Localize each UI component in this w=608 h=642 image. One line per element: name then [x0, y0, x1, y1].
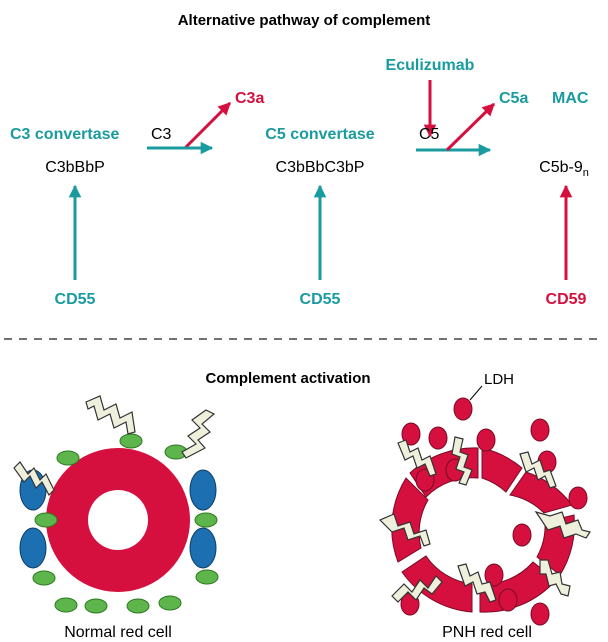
- mac-complex-subscript: n: [583, 167, 589, 179]
- blocked-mac-complex: [85, 395, 136, 435]
- diagram-title: Alternative pathway of complement: [178, 12, 431, 29]
- mac-complex-pore: [457, 563, 497, 603]
- ldh-droplet: [568, 486, 588, 510]
- cd59-receptor: [195, 569, 219, 585]
- c3-input-label: C3: [151, 126, 172, 143]
- ldh-droplet: [428, 426, 448, 450]
- ldh-droplet: [530, 602, 550, 626]
- cd59-receptor: [32, 570, 56, 586]
- c5-input-label: C5: [419, 126, 440, 143]
- mac-complex: C5b-9n: [539, 159, 589, 179]
- mac-complex-pore: [451, 436, 473, 486]
- normal-cell-center: [88, 490, 148, 550]
- ldh-droplet: [476, 428, 496, 452]
- normal-cell-caption: Normal red cell: [64, 624, 172, 641]
- cd59-label: CD59: [546, 291, 587, 308]
- c3a-label: C3a: [235, 90, 264, 107]
- c3-convertase-label: C3 convertase: [10, 126, 119, 143]
- cd59-receptor: [54, 597, 78, 613]
- c5-convertase-label: C5 convertase: [265, 126, 374, 143]
- cd55-receptor: [19, 527, 47, 569]
- cd59-receptor: [56, 450, 80, 466]
- ldh-droplet: [453, 397, 473, 421]
- cd55-receptor: [189, 527, 217, 569]
- c5a-arrow: [445, 102, 496, 152]
- pnh-red-cell: LDH: [378, 371, 591, 626]
- cd55-label-2: CD55: [300, 291, 341, 308]
- activation-title: Complement activation: [205, 370, 370, 387]
- blocked-mac-complex: [181, 409, 216, 459]
- mac-complex-text: C5b-9: [539, 159, 583, 176]
- cd55-receptor: [189, 469, 217, 511]
- blocked-mac-complex: [13, 461, 55, 496]
- cd59-receptor: [84, 598, 108, 614]
- cd59-receptor: [119, 433, 143, 449]
- ldh-label: LDH: [484, 371, 514, 388]
- ldh-droplet: [484, 563, 504, 587]
- ldh-droplet: [401, 422, 421, 446]
- c3a-arrow: [183, 101, 232, 150]
- mac-complex-pore: [539, 559, 571, 597]
- ldh-droplet: [512, 523, 532, 547]
- cd59-receptor: [158, 595, 182, 611]
- ldh-leader-line: [469, 385, 483, 401]
- mac-complex-pore: [378, 513, 431, 547]
- mac-label: MAC: [552, 90, 589, 107]
- cd59-receptor: [126, 598, 150, 614]
- eculizumab-label: Eculizumab: [386, 57, 475, 74]
- pnh-cell-caption: PNH red cell: [442, 624, 532, 641]
- cd59-receptor: [194, 512, 218, 528]
- ldh-droplet: [530, 418, 550, 442]
- pnh-membrane-fragment: [481, 447, 523, 493]
- c5a-label: C5a: [499, 90, 528, 107]
- c5-convertase-complex: C3bBbC3bP: [276, 159, 365, 176]
- normal-red-cell: [13, 395, 219, 614]
- cd55-label-1: CD55: [55, 291, 96, 308]
- mac-complex-pore: [534, 510, 591, 539]
- cd59-receptor: [34, 512, 58, 528]
- ldh-droplet: [498, 588, 518, 612]
- mac-complex-pore: [397, 439, 437, 477]
- c3-convertase-complex: C3bBbP: [45, 159, 105, 176]
- mac-complex-pore: [519, 451, 557, 489]
- mac-complex-pore: [391, 575, 443, 603]
